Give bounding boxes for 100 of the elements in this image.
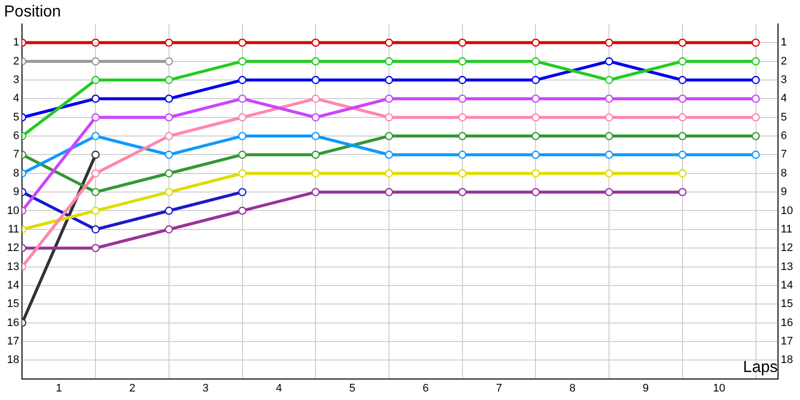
point <box>678 188 687 196</box>
point <box>678 169 687 178</box>
point <box>678 150 687 159</box>
point <box>91 57 100 66</box>
point <box>532 169 540 178</box>
point <box>91 169 100 178</box>
y-tick-label: 11 <box>8 223 20 236</box>
point <box>238 94 246 103</box>
point <box>604 188 614 196</box>
point <box>458 188 466 196</box>
point <box>238 113 246 122</box>
point <box>532 113 540 122</box>
point <box>752 94 760 103</box>
y-tick-label: 7 <box>13 148 20 161</box>
point <box>532 188 540 196</box>
point <box>164 225 174 234</box>
point <box>384 57 394 66</box>
x-tick-label: 8 <box>569 382 576 394</box>
point <box>164 188 174 196</box>
point <box>604 94 614 103</box>
y2-tick-label: 6 <box>780 130 787 142</box>
point <box>312 132 320 140</box>
x-axis-title: Laps <box>743 359 778 376</box>
point <box>312 38 320 47</box>
point <box>238 57 246 66</box>
y-tick-label: 15 <box>6 298 20 310</box>
y2-tick-label: 12 <box>780 242 794 254</box>
y-tick-label: 9 <box>13 186 20 198</box>
y-tick-label: 17 <box>6 335 20 348</box>
point <box>164 76 174 84</box>
y-tick-label: 12 <box>6 242 20 254</box>
point <box>752 132 760 140</box>
y2-tick-label: 9 <box>780 186 787 198</box>
y-tick-label: 10 <box>6 204 20 217</box>
x-tick-label: 9 <box>642 382 649 394</box>
y2-tick-label: 13 <box>780 260 794 273</box>
y2-tick-label: 14 <box>780 279 794 292</box>
point <box>91 38 100 47</box>
point <box>678 94 687 103</box>
point <box>752 76 760 84</box>
x-tick-label: 4 <box>276 382 282 394</box>
point <box>384 113 394 122</box>
point <box>164 206 174 215</box>
point <box>532 57 540 66</box>
y2-tick-label: 15 <box>780 298 794 310</box>
y2-tick-label: 2 <box>780 55 787 68</box>
y-tick-label: 1 <box>13 36 20 49</box>
point <box>164 132 174 140</box>
point <box>312 94 320 103</box>
y2-tick-label: 1 <box>780 36 787 49</box>
point <box>678 76 687 84</box>
y2-tick-label: 10 <box>780 204 794 217</box>
y-tick-label: 18 <box>6 354 20 366</box>
point <box>458 94 466 103</box>
point <box>384 169 394 178</box>
point <box>312 169 320 178</box>
point <box>238 188 246 196</box>
point <box>312 188 320 196</box>
y-tick-label: 2 <box>13 55 20 68</box>
point <box>312 150 320 159</box>
point <box>604 57 614 66</box>
point <box>678 38 687 47</box>
point <box>604 150 614 159</box>
point <box>532 76 540 84</box>
point <box>384 188 394 196</box>
point <box>164 38 174 47</box>
x-tick-label: 1 <box>56 382 62 394</box>
point <box>604 132 614 140</box>
point <box>458 132 466 140</box>
point <box>752 38 760 47</box>
point <box>91 225 100 234</box>
point <box>238 206 246 215</box>
point <box>91 94 100 103</box>
point <box>164 150 174 159</box>
y-tick-label: 5 <box>13 111 20 124</box>
point <box>678 132 687 140</box>
point <box>164 57 174 66</box>
y2-tick-label: 4 <box>780 92 787 105</box>
x-tick-label: 5 <box>349 382 356 394</box>
point <box>164 169 174 178</box>
point <box>752 150 760 159</box>
point <box>238 38 246 47</box>
point <box>384 38 394 47</box>
point <box>532 132 540 140</box>
y-tick-label: 4 <box>13 92 20 105</box>
y-tick-label: 13 <box>6 260 20 273</box>
y-tick-label: 6 <box>13 130 20 142</box>
point <box>91 113 100 122</box>
y2-tick-label: 7 <box>780 148 787 161</box>
point <box>678 57 687 66</box>
point <box>91 132 100 140</box>
point <box>238 150 246 159</box>
point <box>384 150 394 159</box>
point <box>532 94 540 103</box>
point <box>458 38 466 47</box>
y2-tick-label: 17 <box>780 335 794 348</box>
point <box>532 38 540 47</box>
point <box>312 113 320 122</box>
point <box>458 169 466 178</box>
x-tick-label: 7 <box>496 382 502 394</box>
